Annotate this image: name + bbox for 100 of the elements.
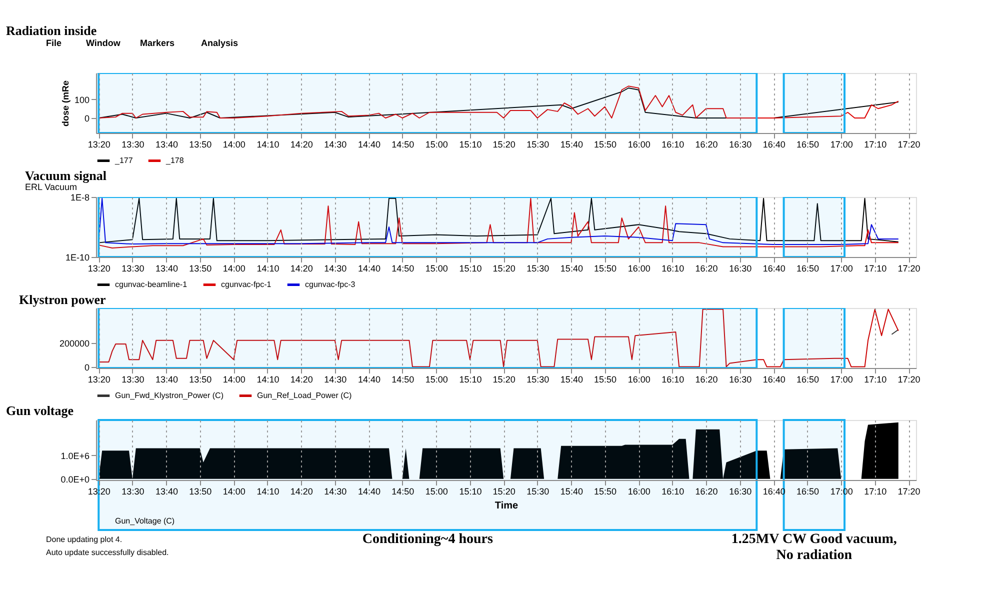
x-tick-label: 15:00 (425, 140, 448, 150)
x-tick-label: 16:30 (729, 374, 752, 384)
x-tick-label: 14:50 (392, 374, 414, 384)
x-tick-label: 14:20 (290, 486, 313, 496)
x-tick-label: 13:50 (189, 140, 212, 150)
x-tick-label: 16:20 (695, 140, 718, 150)
legend-label: cgunvac-beamline-1 (115, 280, 188, 289)
chart-title: Radiation inside (6, 23, 97, 38)
legend-label: cgunvac-fpc-3 (305, 280, 356, 289)
x-tick-label: 14:30 (324, 486, 347, 496)
text: Window (86, 38, 122, 48)
legend-label: _177 (114, 156, 134, 165)
text: File (46, 38, 62, 48)
band-label: Conditioning~4 hours (362, 532, 494, 547)
x-tick-label: 13:20 (88, 374, 110, 384)
x-tick-label: 15:00 (425, 374, 448, 384)
chart-subtitle: ERL Vacuum (24, 182, 78, 192)
x-tick-label: 13:20 (88, 140, 110, 150)
x-tick-label: 15:10 (459, 264, 482, 274)
x-tick-label: 14:40 (358, 140, 380, 150)
y-tick-label: 1E-8 (70, 192, 90, 202)
x-tick-label: 14:10 (256, 486, 280, 496)
x-tick-label: 15:30 (526, 140, 550, 150)
x-tick-label: 14:30 (324, 140, 347, 150)
y-axis-title: dose (mRe (60, 80, 70, 127)
x-tick-label: 16:30 (729, 486, 752, 496)
chart-title: Vacuum signal (24, 168, 107, 183)
x-tick-label: 15:10 (459, 486, 482, 496)
x-tick-label: 17:10 (864, 140, 887, 150)
x-tick-label: 13:40 (155, 486, 178, 496)
legend-label: Gun_Fwd_Klystron_Power (C) (115, 390, 224, 400)
x-tick-label: 15:40 (560, 486, 583, 496)
x-tick-label: 17:20 (898, 486, 920, 496)
x-tick-label: 16:30 (729, 140, 752, 150)
x-tick-label: 17:00 (830, 140, 853, 150)
x-tick-label: 17:10 (864, 374, 887, 384)
x-tick-label: 14:10 (256, 140, 280, 150)
text: Markers (140, 38, 175, 48)
x-tick-label: 16:20 (695, 374, 718, 384)
x-tick-label: 14:30 (324, 264, 347, 274)
x-tick-label: 14:40 (358, 374, 380, 384)
x-tick-label: 13:40 (155, 374, 178, 384)
x-tick-label: 15:30 (526, 374, 550, 384)
x-tick-label: 13:30 (122, 140, 144, 150)
x-tick-label: 14:30 (324, 374, 347, 384)
line-series (98, 308, 899, 368)
text: Done updating plot 4. (46, 535, 122, 544)
y-tick-label: 0 (84, 362, 90, 372)
x-tick-label: 16:40 (762, 264, 786, 274)
x-axis-title: Time (494, 500, 519, 512)
x-tick-label: 13:40 (155, 264, 178, 274)
x-tick-label: 14:40 (358, 486, 380, 496)
x-tick-label: 17:20 (898, 140, 920, 150)
x-tick-label: 16:00 (628, 486, 650, 496)
x-tick-label: 16:00 (628, 140, 650, 150)
x-tick-label: 14:50 (392, 486, 414, 496)
x-tick-label: 13:30 (122, 374, 144, 384)
x-tick-label: 13:50 (189, 486, 212, 496)
x-tick-label: 15:40 (560, 264, 583, 274)
x-tick-label: 14:40 (358, 264, 380, 274)
x-tick-label: 15:10 (459, 374, 482, 384)
x-tick-label: 16:20 (695, 486, 718, 496)
x-tick-label: 15:20 (492, 374, 516, 384)
x-tick-label: 16:50 (796, 140, 820, 150)
x-tick-label: 15:30 (526, 264, 550, 274)
text: Analysis (201, 38, 238, 48)
x-tick-label: 13:30 (122, 264, 144, 274)
x-tick-label: 15:10 (459, 140, 482, 150)
x-tick-label: 15:40 (560, 374, 583, 384)
x-tick-label: 16:50 (796, 264, 820, 274)
y-tick-label: 0.0E+0 (60, 474, 90, 484)
x-tick-label: 15:40 (560, 140, 583, 150)
x-tick-label: 14:00 (222, 486, 246, 496)
x-tick-label: 16:50 (796, 374, 820, 384)
x-tick-label: 14:50 (392, 140, 414, 150)
x-tick-label: 16:10 (662, 486, 684, 496)
x-tick-label: 15:50 (594, 140, 617, 150)
x-tick-label: 15:00 (425, 486, 448, 496)
x-tick-label: 14:10 (256, 374, 280, 384)
band-label: 1.25MV CW Good vacuum, No radiation (731, 532, 897, 563)
x-tick-label: 17:00 (830, 264, 853, 274)
x-tick-label: 14:10 (256, 264, 280, 274)
x-tick-label: 13:30 (122, 486, 144, 496)
x-tick-label: 14:20 (290, 374, 313, 384)
x-tick-label: 17:00 (830, 374, 853, 384)
x-tick-label: 14:00 (222, 264, 246, 274)
x-tick-label: 14:20 (290, 140, 313, 150)
x-tick-label: 16:10 (662, 264, 684, 274)
x-tick-label: 17:10 (864, 264, 887, 274)
x-tick-label: 16:10 (662, 374, 684, 384)
x-tick-label: 16:20 (695, 264, 718, 274)
x-tick-label: 15:50 (594, 374, 617, 384)
x-tick-label: 16:30 (729, 264, 752, 274)
text: Gun_Voltage (C) (115, 516, 175, 526)
y-tick-label: 0 (84, 114, 90, 124)
x-tick-label: 17:20 (898, 374, 920, 384)
x-tick-label: 17:10 (864, 486, 887, 496)
legend-label: Gun_Ref_Load_Power (C) (257, 390, 352, 400)
x-tick-label: 16:40 (762, 374, 786, 384)
x-tick-label: 14:20 (290, 264, 313, 274)
